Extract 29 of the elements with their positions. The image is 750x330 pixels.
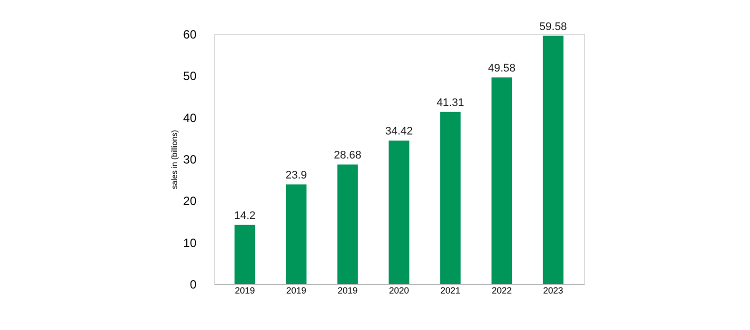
x-tick-label: 2019 [338,286,358,296]
bar [388,140,410,284]
bar [492,77,512,284]
y-tick-label: 50 [183,69,197,84]
data-label: 23.9 [286,169,307,182]
data-label: 41.31 [436,96,464,109]
x-tick-label: 2020 [388,286,410,296]
data-label: 14.2 [234,210,256,222]
data-label: 59.58 [539,20,567,33]
bar [234,224,256,284]
y-tick-label: 0 [190,278,197,292]
data-label: 49.58 [488,62,516,74]
bar [286,184,306,284]
y-axis-title: sales in (billions) [170,130,180,190]
bar [542,36,564,284]
y-tick-label: 20 [183,194,197,208]
x-tick-label: 2019 [286,286,306,296]
x-tick-label: 2023 [543,286,564,296]
data-label: 28.68 [334,150,362,162]
y-tick-label: 30 [183,152,197,166]
bar [337,164,358,284]
y-tick-label: 10 [183,236,197,250]
x-tick-label: 2021 [440,286,460,296]
x-tick-label: 2022 [492,286,512,296]
bar [440,112,461,284]
y-tick-label: 40 [183,110,197,125]
data-label: 34.42 [385,126,413,138]
x-tick-label: 2019 [234,286,255,296]
y-tick-label: 60 [183,28,197,42]
